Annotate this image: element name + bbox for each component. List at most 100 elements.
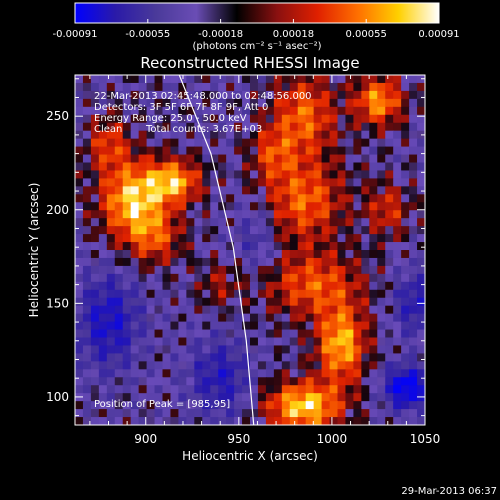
heatmap-cell xyxy=(329,409,339,418)
heatmap-cell xyxy=(313,417,323,425)
heatmap-cell xyxy=(250,242,259,251)
heatmap-cell xyxy=(345,321,354,331)
heatmap-cell xyxy=(194,98,203,108)
heatmap-cell xyxy=(281,226,291,235)
heatmap-cell xyxy=(82,297,92,307)
heatmap-cell xyxy=(90,257,100,267)
heatmap-cell xyxy=(242,377,251,386)
x-tick-label: 950 xyxy=(227,432,250,446)
heatmap-cell xyxy=(337,98,347,108)
x-tick-label: 1050 xyxy=(410,432,441,446)
heatmap-cell xyxy=(345,122,354,132)
heatmap-cell xyxy=(210,273,219,283)
heatmap-cell xyxy=(250,337,259,347)
heatmap-cell xyxy=(75,393,84,402)
heatmap-cell xyxy=(385,305,394,315)
heatmap-cell xyxy=(345,257,354,267)
heatmap-cell xyxy=(281,170,291,179)
heatmap-cell xyxy=(106,377,116,386)
heatmap-cell xyxy=(90,393,100,402)
heatmap-cell xyxy=(122,337,132,347)
heatmap-cell xyxy=(90,401,100,410)
heatmap-cell xyxy=(321,122,331,132)
heatmap-cell xyxy=(321,345,331,354)
heatmap-cell xyxy=(305,313,315,323)
heatmap-cell xyxy=(122,353,132,362)
heatmap-cell xyxy=(194,401,203,410)
heatmap-cell xyxy=(170,218,179,227)
heatmap-cell xyxy=(226,417,235,425)
heatmap-cell xyxy=(146,417,156,425)
heatmap-cell xyxy=(401,329,410,339)
heatmap-cell xyxy=(138,194,148,203)
heatmap-cell xyxy=(329,369,339,378)
heatmap-cell xyxy=(114,82,124,92)
heatmap-cell xyxy=(361,297,370,307)
heatmap-cell xyxy=(138,393,148,402)
heatmap-cell xyxy=(106,146,116,156)
heatmap-cell xyxy=(353,194,362,203)
heatmap-cell xyxy=(257,146,267,156)
heatmap-cell xyxy=(417,257,425,267)
heatmap-cell xyxy=(313,242,323,251)
heatmap-cell xyxy=(75,98,84,108)
heatmap-cell xyxy=(226,194,235,203)
heatmap-cell xyxy=(250,218,259,227)
heatmap-cell xyxy=(345,194,354,203)
heatmap-cell xyxy=(146,361,156,370)
heatmap-cell xyxy=(297,178,307,187)
heatmap-cell xyxy=(138,257,148,267)
heatmap-cell xyxy=(289,106,299,116)
heatmap-cell xyxy=(75,313,84,323)
heatmap-cell xyxy=(194,170,203,179)
heatmap-cell xyxy=(226,218,235,227)
heatmap-cell xyxy=(257,257,267,267)
heatmap-cell xyxy=(409,409,418,418)
heatmap-cell xyxy=(242,250,251,259)
heatmap-cell xyxy=(178,345,187,354)
heatmap-cell xyxy=(218,337,227,347)
heatmap-cell xyxy=(242,313,251,323)
heatmap-cell xyxy=(82,146,92,156)
heatmap-cell xyxy=(265,353,275,362)
heatmap-cell xyxy=(393,250,402,259)
heatmap-cell xyxy=(273,305,283,315)
heatmap-cell xyxy=(138,154,148,164)
heatmap-cell xyxy=(98,297,108,307)
heatmap-cell xyxy=(313,313,323,323)
heatmap-cell xyxy=(265,377,275,386)
heatmap-cell xyxy=(321,321,331,331)
heatmap-cell xyxy=(106,122,116,132)
heatmap-cell xyxy=(257,417,267,425)
heatmap-cell xyxy=(361,202,370,211)
heatmap-cell xyxy=(273,257,283,267)
heatmap-cell xyxy=(385,329,394,339)
heatmap-cell xyxy=(242,75,251,84)
heatmap-cell xyxy=(218,257,227,267)
heatmap-cell xyxy=(106,369,116,378)
heatmap-cell xyxy=(98,138,108,148)
heatmap-cell xyxy=(146,242,156,251)
heatmap-cell xyxy=(297,130,307,140)
heatmap-cell xyxy=(210,409,219,418)
heatmap-cell xyxy=(98,393,108,402)
heatmap-cell xyxy=(417,75,425,84)
heatmap-cell xyxy=(106,385,116,394)
heatmap-cell xyxy=(417,178,425,187)
heatmap-cell xyxy=(234,98,243,108)
heatmap-cell xyxy=(353,154,362,164)
heatmap-cell xyxy=(289,337,299,347)
heatmap-cell xyxy=(265,98,275,108)
heatmap-cell xyxy=(337,194,347,203)
heatmap-cell xyxy=(242,329,251,339)
heatmap-cell xyxy=(337,393,347,402)
heatmap-cell xyxy=(393,98,402,108)
heatmap-cell xyxy=(273,146,283,156)
heatmap-cell xyxy=(130,329,140,339)
heatmap-cell xyxy=(265,226,275,235)
heatmap-cell xyxy=(377,194,386,203)
heatmap-cell xyxy=(297,369,307,378)
plot-frame xyxy=(74,74,426,426)
heatmap-cell xyxy=(218,321,227,331)
heatmap-cell xyxy=(75,273,84,283)
